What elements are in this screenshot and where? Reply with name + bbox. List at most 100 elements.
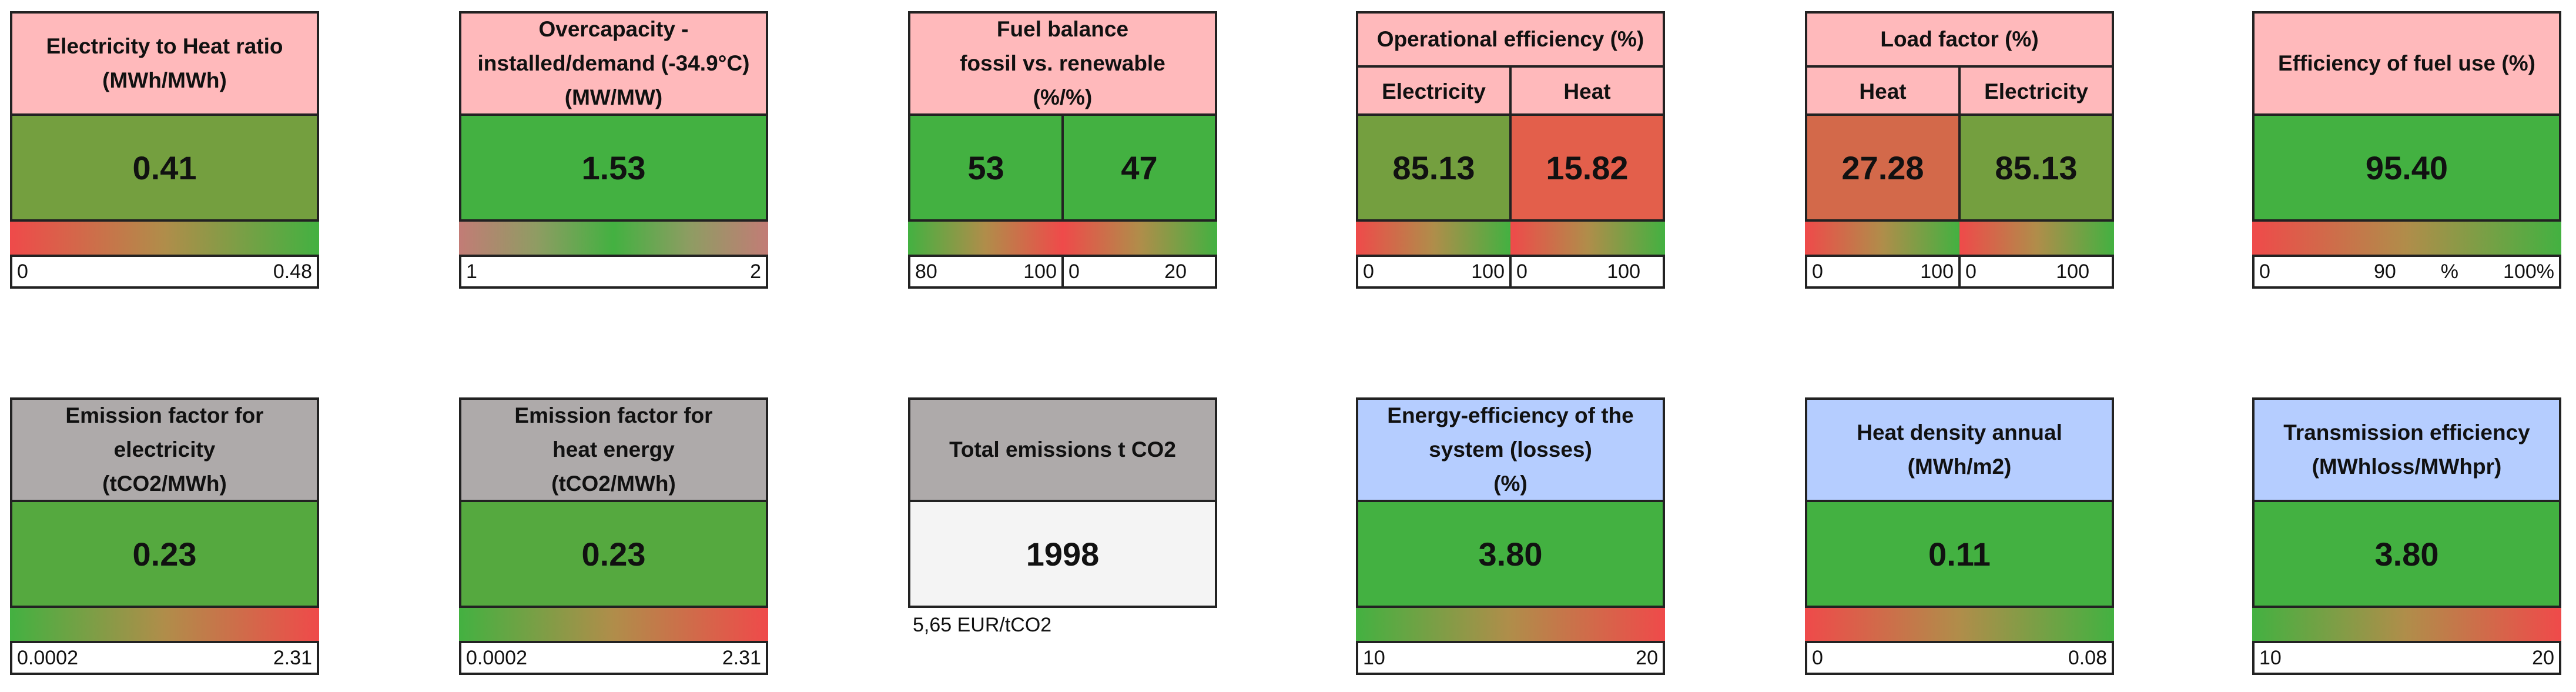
sub-header-heat: Heat bbox=[1859, 79, 1907, 103]
card-title: Efficiency of fuel use (%) bbox=[2278, 51, 2535, 75]
card-total-emissions: Total emissions t CO2 1998 5,65 EUR/tCO2 bbox=[908, 397, 1217, 643]
scale-max: 2 bbox=[750, 260, 761, 283]
scale-min: 10 bbox=[1363, 646, 1385, 669]
value-renewable: 47 bbox=[1061, 116, 1215, 219]
scale-max: 100 bbox=[1607, 260, 1640, 283]
card-title: Load factor (%) bbox=[1880, 27, 2039, 51]
card-operational-efficiency: Operational efficiency (%) Electricity H… bbox=[1356, 11, 1665, 289]
card-energy-efficiency: Energy-efficiency of the system (losses)… bbox=[1356, 397, 1665, 675]
card-electricity-to-heat-ratio: Electricity to Heat ratio (MWh/MWh) 0.41… bbox=[10, 11, 319, 289]
value-row: 3.80 bbox=[1356, 502, 1665, 608]
scale-min: 0 bbox=[1363, 260, 1374, 283]
gradient-bar bbox=[1805, 608, 2114, 641]
value-row: 3.80 bbox=[2252, 502, 2561, 608]
card-header: Load factor (%) Heat Electricity bbox=[1805, 11, 2114, 116]
gradient-bar bbox=[1356, 222, 1665, 255]
card-title: Heat density annual (MWh/m2) bbox=[1857, 420, 2062, 479]
card-fuel-balance: Fuel balance fossil vs. renewable (%/%) … bbox=[908, 11, 1217, 289]
value-heat: 27.28 bbox=[1807, 116, 1958, 219]
scale-row: 80 100 0 20 bbox=[908, 255, 1217, 289]
scale-max: 20 bbox=[2532, 646, 2554, 669]
sub-header-electricity: Electricity bbox=[1382, 79, 1486, 103]
scale-a: 0 bbox=[1068, 260, 1080, 283]
scale-min: 0.0002 bbox=[466, 646, 527, 669]
scale-min: 0 bbox=[1812, 646, 1823, 669]
scale-row: 0 100 0 100 bbox=[1356, 255, 1665, 289]
card-title: Total emissions t CO2 bbox=[949, 437, 1176, 462]
gradient-bar bbox=[2252, 608, 2561, 641]
value-heat: 15.82 bbox=[1509, 116, 1663, 219]
card-title: Fuel balance fossil vs. renewable (%/%) bbox=[960, 17, 1165, 109]
value-cell: 3.80 bbox=[1358, 502, 1663, 606]
value-row: 0.23 bbox=[459, 502, 768, 608]
card-overcapacity: Overcapacity - installed/demand (-34.9°C… bbox=[459, 11, 768, 289]
scale-row: 0.0002 2.31 bbox=[10, 641, 319, 675]
value-row: 95.40 bbox=[2252, 116, 2561, 222]
gradient-bar bbox=[459, 608, 768, 641]
scale-min: 0 bbox=[1812, 260, 1823, 283]
scale-max: 2.31 bbox=[722, 646, 761, 669]
scale-row: 0 90 % 100% bbox=[2252, 255, 2561, 289]
card-header: Electricity to Heat ratio (MWh/MWh) bbox=[10, 11, 319, 116]
scale-min: 0.0002 bbox=[17, 646, 78, 669]
card-title: Transmission efficiency (MWhloss/MWhpr) bbox=[2283, 420, 2530, 479]
card-fuel-use-efficiency: Efficiency of fuel use (%) 95.40 0 90 % … bbox=[2252, 11, 2561, 289]
value-row: 27.28 85.13 bbox=[1805, 116, 2114, 222]
scale-max: 0.48 bbox=[273, 260, 312, 283]
value-row: 1998 bbox=[908, 502, 1217, 608]
scale-min: 1 bbox=[466, 260, 477, 283]
card-title: Energy-efficiency of the system (losses)… bbox=[1387, 403, 1634, 496]
card-heat-density: Heat density annual (MWh/m2) 0.11 0 0.08 bbox=[1805, 397, 2114, 675]
value-row: 53 47 bbox=[908, 116, 1217, 222]
value-row: 1.53 bbox=[459, 116, 768, 222]
card-title: Overcapacity - installed/demand (-34.9°C… bbox=[477, 17, 750, 109]
scale-row: 10 20 bbox=[1356, 641, 1665, 675]
scale-max: 2.31 bbox=[273, 646, 312, 669]
gradient-bar bbox=[10, 608, 319, 641]
gradient-bar bbox=[2252, 222, 2561, 255]
card-header: Transmission efficiency (MWhloss/MWhpr) bbox=[2252, 397, 2561, 502]
scale-min: 0 bbox=[1965, 260, 1977, 283]
scale-max: 100% bbox=[2503, 260, 2554, 283]
scale-mid: 90 bbox=[2373, 260, 2396, 283]
card-title: Operational efficiency (%) bbox=[1376, 27, 1644, 51]
scale-min: 0 bbox=[1516, 260, 1527, 283]
gradient-bar bbox=[908, 222, 1217, 255]
scale-min: 10 bbox=[2259, 646, 2282, 669]
value-row: 0.11 bbox=[1805, 502, 2114, 608]
card-emission-factor-heat: Emission factor for heat energy (tCO2/MW… bbox=[459, 397, 768, 675]
scale-row: 0 100 0 100 bbox=[1805, 255, 2114, 289]
gradient-bar bbox=[1805, 222, 2114, 255]
value-row: 0.23 bbox=[10, 502, 319, 608]
value-cell: 0.23 bbox=[12, 502, 317, 606]
value-row: 0.41 bbox=[10, 116, 319, 222]
scale-max: 20 bbox=[1636, 646, 1658, 669]
scale-unit: % bbox=[2440, 260, 2459, 283]
scale-row: 0 0.08 bbox=[1805, 641, 2114, 675]
value-cell: 1998 bbox=[910, 502, 1215, 606]
value-cell: 0.23 bbox=[461, 502, 766, 606]
card-header: Efficiency of fuel use (%) bbox=[2252, 11, 2561, 116]
value-cell: 0.41 bbox=[12, 116, 317, 219]
card-title: Emission factor for electricity (tCO2/MW… bbox=[65, 403, 264, 496]
sub-header-electricity: Electricity bbox=[1984, 79, 2088, 103]
card-header: Emission factor for electricity (tCO2/MW… bbox=[10, 397, 319, 502]
scale-row: 0.0002 2.31 bbox=[459, 641, 768, 675]
value-cell: 0.11 bbox=[1807, 502, 2112, 606]
card-header: Fuel balance fossil vs. renewable (%/%) bbox=[908, 11, 1217, 116]
gradient-bar bbox=[10, 222, 319, 255]
scale-row: 0 0.48 bbox=[10, 255, 319, 289]
value-cell: 1.53 bbox=[461, 116, 766, 219]
scale-max: 0.08 bbox=[2068, 646, 2107, 669]
value-electricity: 85.13 bbox=[1958, 116, 2112, 219]
value-cell: 3.80 bbox=[2255, 502, 2559, 606]
scale-max: 100 bbox=[1920, 260, 1954, 283]
scale-a: 80 bbox=[915, 260, 937, 283]
value-electricity: 85.13 bbox=[1358, 116, 1509, 219]
card-header: Energy-efficiency of the system (losses)… bbox=[1356, 397, 1665, 502]
card-load-factor: Load factor (%) Heat Electricity 27.28 8… bbox=[1805, 11, 2114, 289]
card-title: Electricity to Heat ratio (MWh/MWh) bbox=[46, 34, 283, 92]
scale-max: 100 bbox=[2056, 260, 2089, 283]
card-header: Operational efficiency (%) Electricity H… bbox=[1356, 11, 1665, 116]
